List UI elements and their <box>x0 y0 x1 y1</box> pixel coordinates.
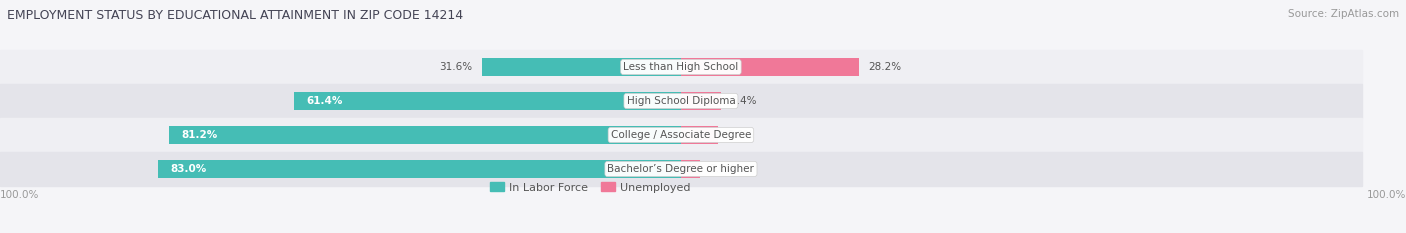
Bar <box>681 160 700 178</box>
Bar <box>681 58 859 76</box>
Bar <box>681 92 721 110</box>
Bar <box>157 160 681 178</box>
Text: 61.4%: 61.4% <box>307 96 343 106</box>
Text: Less than High School: Less than High School <box>623 62 738 72</box>
Bar <box>0 152 1362 186</box>
Text: 6.4%: 6.4% <box>731 96 758 106</box>
Bar <box>0 118 1362 152</box>
Bar <box>681 126 718 144</box>
Legend: In Labor Force, Unemployed: In Labor Force, Unemployed <box>485 178 696 197</box>
Text: Bachelor’s Degree or higher: Bachelor’s Degree or higher <box>607 164 755 174</box>
Bar <box>169 126 681 144</box>
Text: 5.9%: 5.9% <box>727 130 754 140</box>
Text: 100.0%: 100.0% <box>0 190 39 200</box>
Text: College / Associate Degree: College / Associate Degree <box>610 130 751 140</box>
Bar <box>0 50 1362 84</box>
Text: 100.0%: 100.0% <box>1367 190 1406 200</box>
Text: 83.0%: 83.0% <box>170 164 207 174</box>
Text: High School Diploma: High School Diploma <box>627 96 735 106</box>
Text: 28.2%: 28.2% <box>868 62 901 72</box>
Text: 3.0%: 3.0% <box>709 164 735 174</box>
Text: 31.6%: 31.6% <box>439 62 472 72</box>
Bar <box>482 58 681 76</box>
Text: Source: ZipAtlas.com: Source: ZipAtlas.com <box>1288 9 1399 19</box>
Bar <box>294 92 681 110</box>
Text: EMPLOYMENT STATUS BY EDUCATIONAL ATTAINMENT IN ZIP CODE 14214: EMPLOYMENT STATUS BY EDUCATIONAL ATTAINM… <box>7 9 463 22</box>
Text: 81.2%: 81.2% <box>181 130 218 140</box>
Bar <box>0 84 1362 118</box>
